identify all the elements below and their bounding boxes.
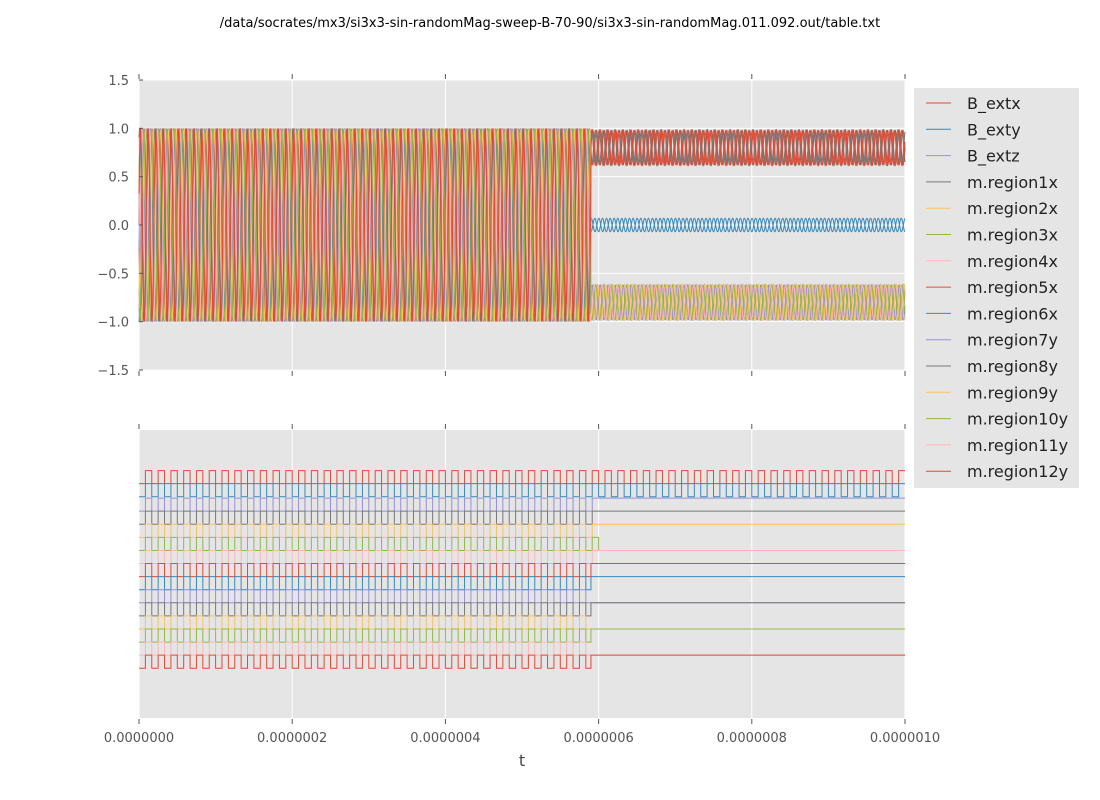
legend-label-m.region4x: m.region4x xyxy=(967,252,1058,271)
bottom-series-m.region11y xyxy=(139,641,905,656)
top-series-m.region11y xyxy=(138,129,906,321)
bottom-x-tick-label: 0.0000002 xyxy=(257,731,327,746)
legend-label-m.region5x: m.region5x xyxy=(967,278,1058,297)
bottom-series-m.region12y xyxy=(139,654,905,669)
top-y-tick-label: −1.0 xyxy=(97,316,129,331)
bottom-x-tick-label: 0.0000006 xyxy=(563,731,633,746)
legend-label-m.region3x: m.region3x xyxy=(967,226,1058,245)
bottom-series-m.region7y xyxy=(139,589,905,604)
top-y-tick-label: −1.5 xyxy=(97,364,129,379)
bottom-x-tick-label: 0.0000004 xyxy=(410,731,480,746)
x-axis-label: t xyxy=(519,751,525,770)
bottom-series-m.region6x xyxy=(139,576,905,591)
top-y-ticks: 1.5 1.0 0.5 0.0 −0.5 −1.0 −1.5 xyxy=(97,74,143,379)
top-series-m.region12y xyxy=(138,128,906,322)
bottom-x-tick-label: 0.0000000 xyxy=(104,731,174,746)
legend-label-m.region10y: m.region10y xyxy=(967,410,1068,429)
bottom-series-B_exty xyxy=(139,483,905,498)
bottom-series-group xyxy=(139,470,905,669)
top-y-tick-label: 1.0 xyxy=(108,122,129,137)
bottom-x-tick-label: 0.0000010 xyxy=(870,731,940,746)
bottom-series-m.region3x xyxy=(139,536,905,551)
top-axes: 1.5 1.0 0.5 0.0 −0.5 −1.0 −1.5 xyxy=(97,74,906,379)
bottom-series-m.region5x xyxy=(139,563,905,578)
top-series-m.region8y xyxy=(138,128,906,322)
top-x-ticks xyxy=(138,74,906,376)
legend-label-m.region6x: m.region6x xyxy=(967,304,1058,323)
legend-label-B_extx: B_extx xyxy=(967,94,1021,114)
figure-title: /data/socrates/mx3/si3x3-sin-randomMag-s… xyxy=(220,16,880,31)
legend-label-m.region9y: m.region9y xyxy=(967,383,1058,402)
legend-label-m.region11y: m.region11y xyxy=(967,436,1068,455)
bottom-series-m.region8y xyxy=(139,602,905,617)
top-y-tick-label: 1.5 xyxy=(108,74,129,89)
legend-label-m.region1x: m.region1x xyxy=(967,173,1058,192)
legend-label-B_extz: B_extz xyxy=(967,147,1020,167)
top-y-tick-label: 0.5 xyxy=(108,171,129,186)
legend-label-m.region12y: m.region12y xyxy=(967,462,1068,481)
top-series-group xyxy=(138,128,906,322)
legend-label-m.region2x: m.region2x xyxy=(967,199,1058,218)
legend: B_extx B_exty B_extz m.region1x m.region2x m.… xyxy=(914,88,1079,488)
bottom-series-m.region9y xyxy=(139,615,905,630)
top-y-tick-label: 0.0 xyxy=(108,219,129,234)
bottom-series-B_extx xyxy=(139,470,905,485)
legend-label-B_exty: B_exty xyxy=(967,120,1021,140)
bottom-axes: 0.0000000 0.0000002 0.0000004 0.0000006 0.00… xyxy=(104,424,940,770)
legend-label-m.region7y: m.region7y xyxy=(967,331,1058,350)
top-y-tick-label: −0.5 xyxy=(97,267,129,282)
bottom-x-ticks: 0.0000000 0.0000002 0.0000004 0.0000006 0.00… xyxy=(104,424,940,746)
legend-box xyxy=(914,88,1079,488)
bottom-series-m.region10y xyxy=(139,628,905,643)
bottom-x-tick-label: 0.0000008 xyxy=(717,731,787,746)
legend-label-m.region8y: m.region8y xyxy=(967,357,1058,376)
